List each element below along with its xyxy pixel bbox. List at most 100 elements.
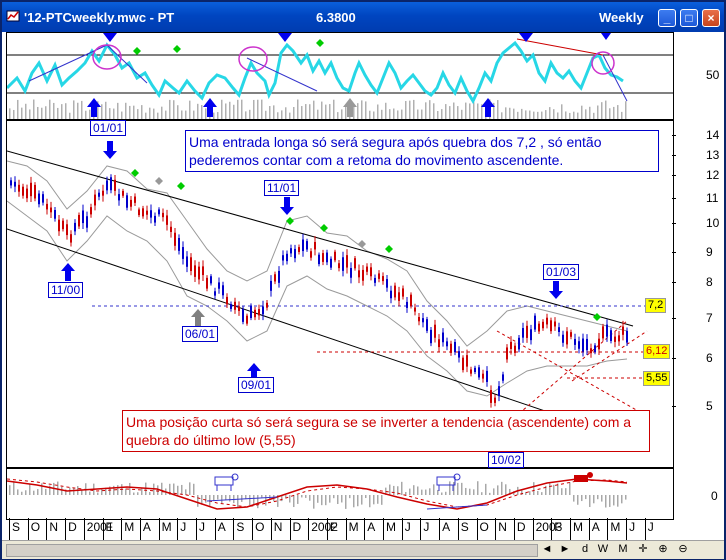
x-tick-mark — [420, 518, 422, 540]
rsi-bar — [229, 101, 231, 119]
x-tick-mark — [46, 518, 48, 540]
rsi-bar — [585, 109, 587, 119]
candle-body — [126, 195, 128, 208]
candle-body — [194, 265, 196, 277]
rsi-bar — [345, 106, 347, 119]
x-tick-label: O — [479, 520, 489, 534]
y-tick-label: 12 — [706, 168, 720, 182]
rsi-bar — [577, 112, 579, 119]
candle-body — [426, 319, 428, 331]
macd-bar — [453, 482, 455, 495]
last-price: 6.3800 — [316, 10, 356, 25]
rsi-bar — [133, 105, 135, 119]
rsi-bar — [413, 99, 415, 119]
rsi-arrow-up-icon — [203, 98, 217, 117]
zoom-in-icon[interactable]: ⊕ — [658, 543, 668, 555]
monthly-button[interactable]: M — [618, 543, 628, 555]
close-button[interactable]: × — [702, 9, 720, 27]
candle-body — [246, 315, 248, 324]
candle-body — [122, 190, 124, 196]
rsi-bar — [433, 103, 435, 119]
candle-body — [598, 338, 600, 350]
macd-bar — [445, 491, 447, 495]
rsi-bar — [549, 107, 551, 119]
candle-body — [514, 345, 516, 353]
y-tick-label: 5 — [706, 399, 713, 413]
candle-body — [402, 288, 404, 297]
rsi-bar — [309, 104, 311, 119]
rsi-bar — [109, 108, 111, 119]
macd-bar — [189, 482, 191, 495]
candle-body — [266, 302, 268, 308]
x-tick-label: J — [423, 520, 430, 534]
candle-body — [530, 329, 532, 341]
rsi-bar — [329, 104, 331, 119]
crosshair-icon[interactable]: ✛ — [638, 543, 648, 555]
x-tick-mark — [495, 518, 497, 540]
rsi-bar — [217, 112, 219, 119]
weekly-button[interactable]: W — [597, 543, 609, 555]
candle-body — [486, 370, 488, 382]
daily-button[interactable]: d — [581, 543, 589, 555]
rsi-bar — [537, 111, 539, 119]
x-tick-mark — [383, 518, 384, 540]
x-tick-mark — [289, 518, 291, 540]
minimize-button[interactable]: _ — [658, 9, 676, 27]
candle-body — [130, 199, 132, 207]
rsi-bar — [297, 99, 299, 119]
rsi-bar — [225, 103, 227, 119]
macd-bar — [89, 491, 91, 495]
x-tick-label: A — [142, 520, 151, 534]
x-tick-mark — [644, 518, 646, 540]
y-tick-mark — [672, 198, 676, 199]
x-tick-label: D — [516, 520, 526, 534]
rsi-arrow-down-icon — [103, 33, 117, 42]
green-diamond-icon — [316, 39, 324, 47]
rsi-panel[interactable] — [5, 32, 674, 120]
macd-panel[interactable] — [6, 468, 674, 520]
macd-bar — [597, 495, 599, 500]
candle-body — [250, 305, 252, 319]
rsi-bar — [305, 104, 307, 119]
candle-body — [30, 182, 32, 197]
rsi-bar — [381, 109, 383, 119]
candle-body — [482, 373, 484, 379]
macd-bar — [253, 495, 255, 506]
channel-upper — [6, 150, 634, 327]
candle-body — [366, 266, 368, 272]
maximize-button[interactable]: □ — [680, 9, 698, 27]
rsi-bar — [557, 112, 559, 119]
gray-diamond-icon — [155, 177, 163, 185]
rsi-bar — [605, 100, 607, 119]
macd-bar — [433, 484, 435, 495]
rsi-bar — [21, 107, 23, 119]
red-dashed-trend-2 — [496, 330, 648, 417]
x-tick-mark — [177, 518, 179, 540]
rsi-line — [5, 40, 624, 105]
scroll-left-icon[interactable]: ◄ — [541, 543, 553, 555]
y-tick-label: 8 — [706, 275, 713, 289]
zoom-out-icon[interactable]: ⊖ — [678, 543, 688, 555]
rsi-bar — [517, 111, 519, 119]
rsi-bar — [49, 99, 51, 119]
rsi-bar — [389, 109, 391, 119]
macd-bar — [205, 495, 207, 503]
rsi-bar — [189, 100, 191, 119]
arrow-down-icon — [549, 281, 563, 299]
rsi-bar — [617, 105, 619, 119]
rsi-arrow-down-icon — [519, 33, 533, 42]
macd-bar — [345, 495, 347, 509]
rsi-bar — [561, 104, 563, 119]
rsi-bar — [181, 110, 183, 119]
macd-bar — [561, 488, 563, 495]
candle-body — [586, 338, 588, 351]
rsi-bar — [625, 101, 627, 119]
macd-bar — [65, 489, 67, 495]
rsi-bar — [397, 110, 399, 119]
scroll-right-icon[interactable]: ► — [559, 543, 571, 555]
rsi-bar — [37, 106, 39, 119]
title-bar[interactable]: '12-PTCweekly.mwc - PT 6.3800 Weekly _ □… — [2, 2, 724, 32]
horizontal-scrollbar[interactable] — [6, 544, 538, 557]
rsi-bar — [289, 112, 291, 119]
rsi-bar — [409, 100, 411, 119]
